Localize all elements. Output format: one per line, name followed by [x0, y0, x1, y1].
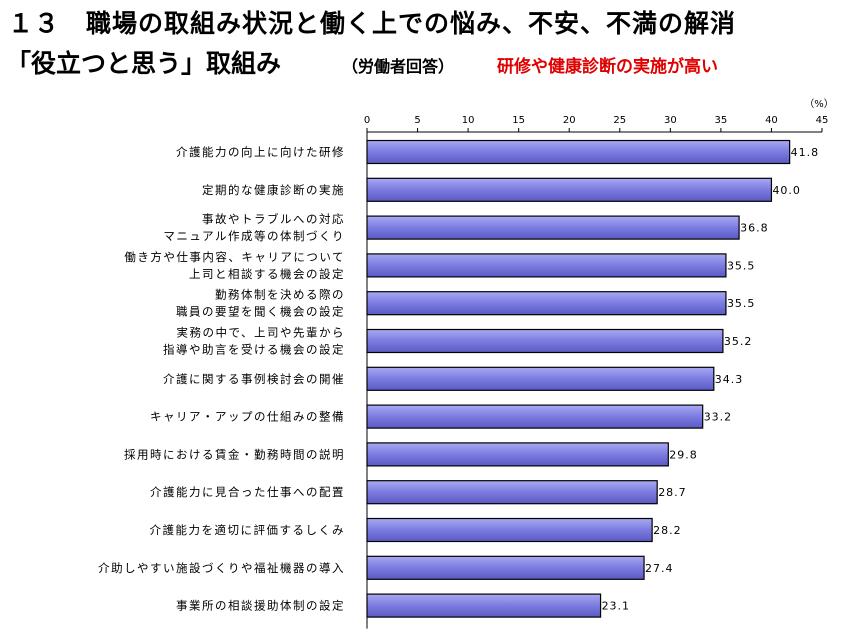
bar — [366, 215, 740, 240]
x-tick-label: 45 — [816, 115, 829, 126]
category-label: 介護能力を適切に評価するしくみ — [150, 523, 345, 537]
bar-value-label: 40.0 — [772, 184, 801, 197]
x-tick-label: 35 — [715, 115, 728, 126]
bar — [366, 328, 724, 354]
bar-value-label: 27.4 — [645, 562, 674, 575]
bar-value-label: 35.5 — [727, 297, 756, 310]
x-tick-label: 10 — [462, 115, 475, 126]
bar-value-label: 23.1 — [602, 600, 631, 613]
category-label: 実務の中で、上司や先輩から — [176, 326, 345, 340]
category-labels: 介護能力の向上に向けた研修定期的な健康診断の実施事故やトラブルへの対応マニュアル… — [98, 145, 345, 613]
bar — [366, 366, 715, 391]
x-tick-label: 25 — [613, 115, 626, 126]
category-label: 事業所の相談援助体制の設定 — [176, 599, 345, 613]
bar-value-label: 34.3 — [715, 373, 744, 386]
bar — [366, 593, 602, 618]
bar-value-label: 29.8 — [669, 448, 698, 461]
x-tick-label: 15 — [512, 115, 525, 126]
category-label: 介護能力に見合った仕事への配置 — [150, 485, 345, 499]
chart-title: １３ 職場の取組み状況と働く上での悩み、不安、不満の解消 — [8, 9, 737, 38]
category-label: 事故やトラブルへの対応 — [202, 212, 345, 226]
bar-value-label: 28.7 — [658, 486, 687, 499]
bar-value-label: 28.2 — [653, 524, 682, 537]
bar — [366, 404, 704, 429]
category-label: 採用時における賃金・勤務時間の説明 — [124, 447, 345, 461]
bar — [366, 253, 727, 278]
bar — [366, 517, 653, 543]
bar — [366, 177, 773, 202]
category-label: マニュアル作成等の体制づくり — [163, 229, 345, 243]
category-label: キャリア・アップの仕組みの整備 — [150, 410, 345, 424]
category-label: 介護能力の向上に向けた研修 — [176, 145, 345, 159]
respondent-note: （労働者回答） — [342, 57, 455, 76]
x-tick-label: 40 — [765, 115, 778, 126]
category-label: 介助しやすい施設づくりや福祉機器の導入 — [98, 561, 345, 575]
bar — [366, 291, 727, 316]
bar — [366, 442, 669, 467]
bar-value-label: 33.2 — [704, 411, 733, 424]
chart-subtitle: 「役立つと思う」取組み — [6, 49, 282, 78]
category-label: 介護に関する事例検討会の開催 — [163, 372, 345, 386]
category-label: 職員の要望を聞く機会の設定 — [176, 305, 345, 319]
unit-label: （%） — [804, 98, 834, 110]
bar — [366, 480, 658, 505]
category-label: 勤務体制を決める際の — [215, 288, 345, 302]
bar — [366, 139, 791, 165]
category-label: 上司と相談する機会の設定 — [189, 267, 345, 281]
bar — [366, 555, 645, 580]
bar-value-label: 36.8 — [740, 222, 769, 235]
category-label: 指導や助言を受ける機会の設定 — [163, 343, 345, 357]
bar-value-label: 35.2 — [724, 335, 753, 348]
category-label: 働き方や仕事内容、キャリアについて — [124, 250, 345, 264]
bar-value-label: 35.5 — [727, 259, 756, 272]
bars: 41.8 40.0 36.8 35.5 35.5 35.2 34.3 33.2 29.8 28.7… — [366, 139, 820, 618]
bar-value-label: 41.8 — [791, 146, 820, 159]
category-label: 定期的な健康診断の実施 — [202, 183, 345, 197]
x-tick-label: 5 — [414, 115, 420, 126]
highlight-note: 研修や健康診断の実施が高い — [497, 57, 718, 77]
x-tick-label: 0 — [364, 115, 370, 126]
x-axis: （%） 0 5 10 15 20 25 30 35 40 45 — [364, 98, 834, 629]
x-tick-label: 30 — [664, 115, 677, 126]
x-tick-label: 20 — [563, 115, 576, 126]
